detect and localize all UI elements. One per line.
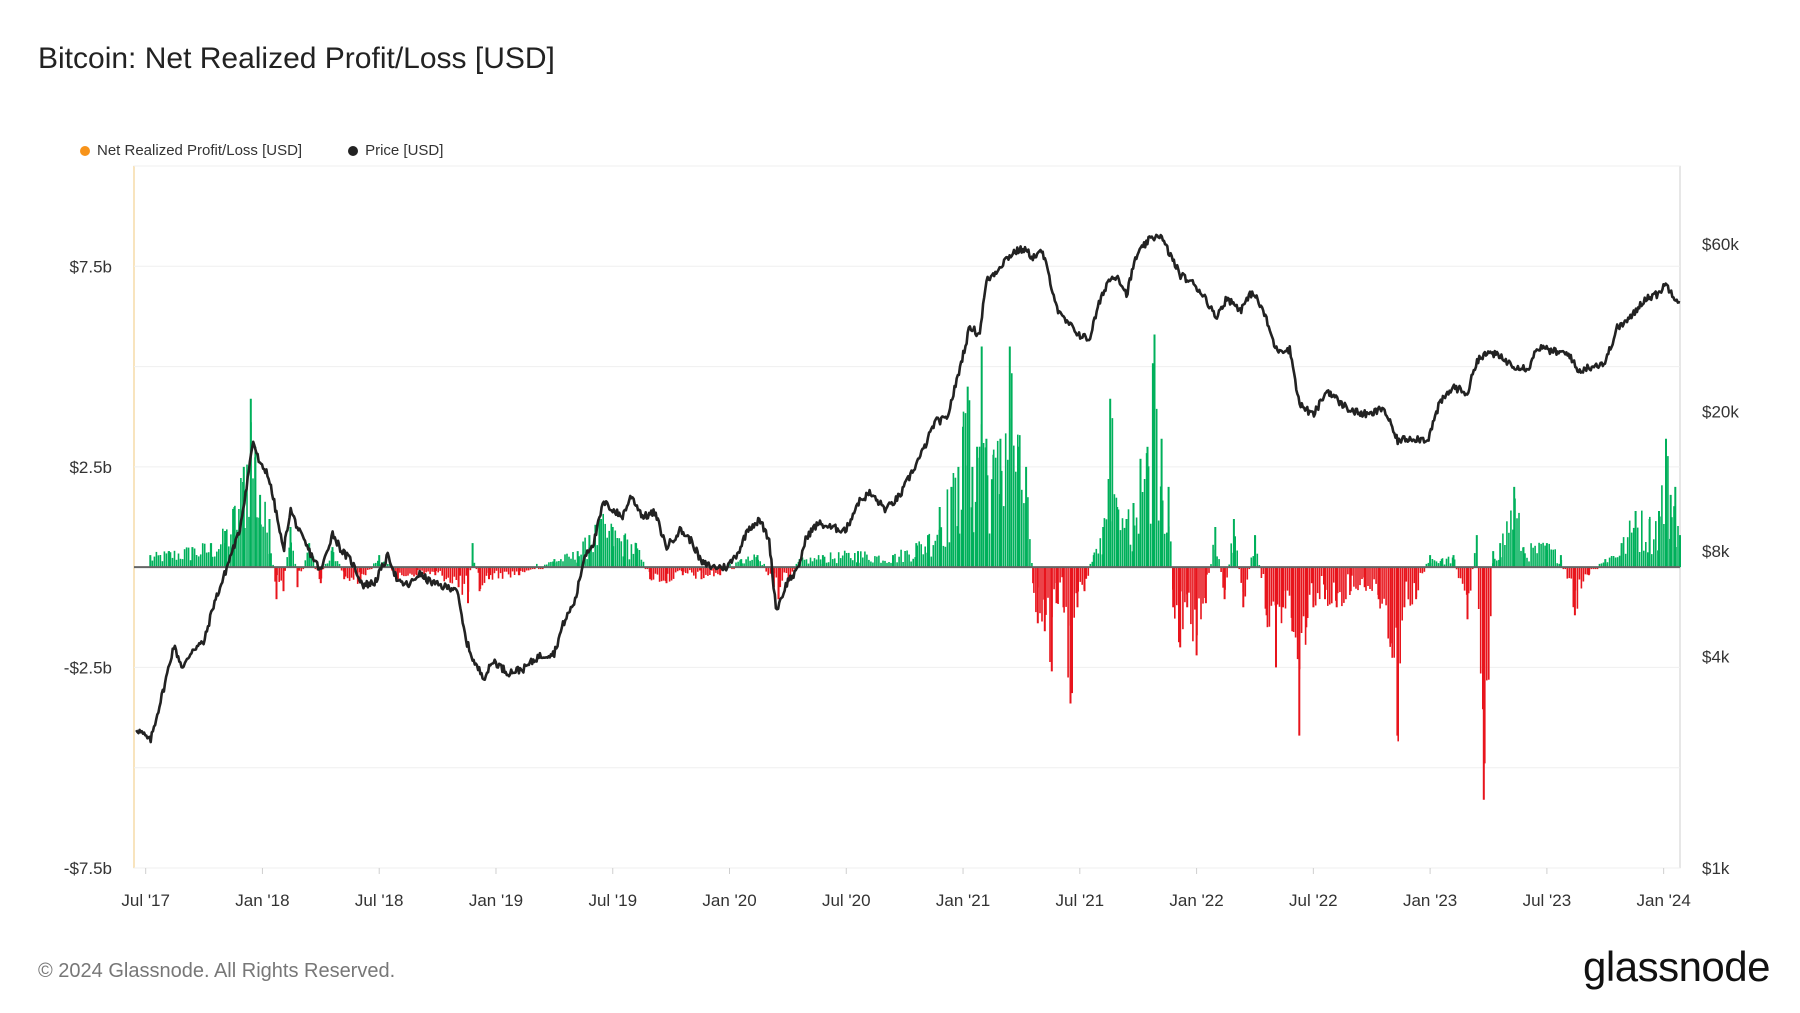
glassnode-logo: glassnode bbox=[1583, 943, 1770, 990]
x-tick-label: Jan '22 bbox=[1169, 891, 1223, 910]
x-tick-label: Jan '23 bbox=[1403, 891, 1457, 910]
chart-title: Bitcoin: Net Realized Profit/Loss [USD] bbox=[38, 42, 555, 75]
x-tick-label: Jul '17 bbox=[121, 891, 170, 910]
x-tick-label: Jul '23 bbox=[1523, 891, 1572, 910]
x-tick-label: Jul '18 bbox=[355, 891, 404, 910]
y-right-tick-label: $8k bbox=[1702, 542, 1730, 561]
x-tick-label: Jan '24 bbox=[1637, 891, 1691, 910]
axes: $7.5b $2.5b -$2.5b -$7.5b $60k $20k $8k $4k $1k J… bbox=[64, 235, 1740, 910]
y-right-tick-label: $1k bbox=[1702, 859, 1730, 878]
x-tick-label: Jul '21 bbox=[1056, 891, 1105, 910]
x-tick-label: Jan '18 bbox=[235, 891, 289, 910]
price-line bbox=[135, 233, 1681, 744]
net-realized-series bbox=[149, 334, 1681, 800]
y-left-tick-label: $2.5b bbox=[69, 458, 112, 477]
legend-item-price[interactable]: Price [USD] bbox=[348, 142, 443, 159]
x-tick-label: Jul '22 bbox=[1289, 891, 1338, 910]
x-tick-label: Jul '20 bbox=[822, 891, 871, 910]
price-series bbox=[135, 233, 1681, 744]
chart-area[interactable]: $7.5b $2.5b -$2.5b -$7.5b $60k $20k $8k $4k $1k J… bbox=[0, 0, 1800, 940]
x-tick-label: Jul '19 bbox=[588, 891, 637, 910]
y-right-tick-label: $20k bbox=[1702, 402, 1739, 421]
y-right-tick-label: $60k bbox=[1702, 235, 1739, 254]
legend-dot-price bbox=[348, 145, 359, 156]
y-right-tick-label: $4k bbox=[1702, 648, 1730, 667]
x-tick-label: Jan '20 bbox=[702, 891, 756, 910]
legend-label-price: Price [USD] bbox=[365, 142, 444, 159]
chart-legend: Net Realized Profit/Loss [USD] Price [US… bbox=[80, 142, 443, 159]
x-tick-label: Jan '19 bbox=[469, 891, 523, 910]
y-left-tick-label: $7.5b bbox=[69, 257, 112, 276]
y-left-tick-label: -$7.5b bbox=[64, 859, 112, 878]
legend-item-net-realized[interactable]: Net Realized Profit/Loss [USD] bbox=[80, 142, 302, 159]
legend-label-net-realized: Net Realized Profit/Loss [USD] bbox=[97, 142, 303, 159]
gridlines bbox=[133, 165, 1681, 869]
x-tick-label: Jan '21 bbox=[936, 891, 990, 910]
legend-dot-net-realized bbox=[80, 145, 90, 156]
plot-border bbox=[133, 165, 1681, 869]
y-left-tick-label: -$2.5b bbox=[64, 658, 112, 677]
copyright-text: © 2024 Glassnode. All Rights Reserved. bbox=[38, 960, 396, 982]
